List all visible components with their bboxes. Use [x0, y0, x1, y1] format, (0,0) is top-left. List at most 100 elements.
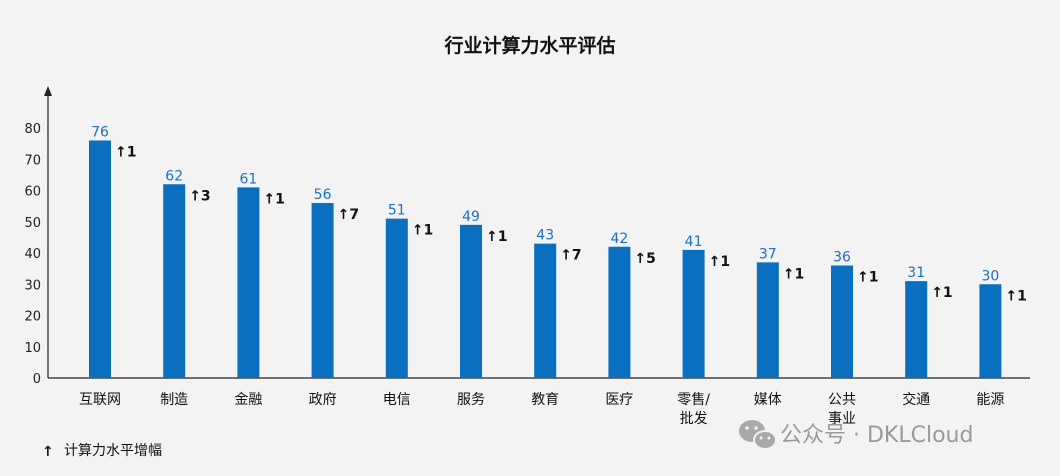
increase-label: ↑1 — [709, 254, 730, 270]
increase-value: 5 — [646, 251, 656, 267]
category-label: 公共 — [828, 392, 856, 408]
bar — [89, 140, 111, 378]
category-label: 能源 — [976, 392, 1004, 408]
increase-arrow-icon: ↑ — [709, 254, 721, 270]
increase-label: ↑7 — [338, 207, 359, 223]
value-label: 56 — [314, 187, 332, 203]
category-label: 政府 — [309, 392, 337, 408]
increase-label: ↑1 — [857, 270, 878, 286]
bar — [385, 218, 408, 378]
increase-labels: ↑1↑3 ↑1↑7↑1 ↑1↑7 ↑5 ↑1↑1 ↑1↑1 ↑1 — [115, 145, 1027, 305]
increase-arrow-icon: ↑ — [931, 285, 943, 301]
value-label: 41 — [685, 234, 703, 250]
bar — [905, 281, 928, 378]
value-label: 37 — [759, 246, 777, 262]
category-label: 零售/ — [677, 392, 710, 408]
bar — [534, 243, 557, 378]
value-label: 62 — [165, 168, 183, 184]
increase-value: 1 — [127, 145, 137, 161]
increase-value: 1 — [275, 191, 285, 207]
increase-arrow-icon: ↑ — [338, 207, 350, 223]
increase-arrow-icon: ↑ — [634, 251, 646, 267]
value-label: 30 — [981, 268, 999, 284]
value-label: 76 — [91, 125, 109, 141]
increase-arrow-icon: ↑ — [412, 223, 424, 239]
increase-value: 1 — [1017, 288, 1027, 304]
value-label: 61 — [239, 171, 257, 187]
value-label: 31 — [907, 265, 925, 281]
increase-arrow-icon: ↑ — [1005, 288, 1017, 304]
bar — [682, 249, 705, 378]
category-label: 互联网 — [79, 392, 121, 408]
increase-value: 7 — [349, 207, 359, 223]
increase-value: 1 — [720, 254, 730, 270]
increase-label: ↑1 — [115, 145, 136, 161]
y-tick-label: 40 — [24, 247, 41, 262]
y-axis-arrow-icon — [44, 86, 52, 96]
y-tick-label: 0 — [33, 372, 41, 387]
bar — [311, 203, 334, 378]
increase-label: ↑1 — [1005, 288, 1026, 304]
increase-value: 1 — [869, 270, 879, 286]
increase-label: ↑1 — [931, 285, 952, 301]
increase-arrow-icon: ↑ — [263, 191, 275, 207]
y-tick-label: 10 — [24, 341, 41, 356]
category-label: 电信 — [383, 392, 411, 408]
wechat-icon — [739, 420, 777, 450]
increase-label: ↑1 — [486, 229, 507, 245]
y-tick-label: 70 — [24, 153, 41, 168]
category-label: 教育 — [531, 392, 559, 408]
chart-title: 行业计算力水平评估 — [443, 34, 615, 57]
y-tick-label: 30 — [24, 278, 41, 293]
increase-value: 3 — [201, 188, 211, 204]
increase-value: 1 — [795, 266, 805, 282]
value-label: 49 — [462, 209, 480, 225]
bar — [979, 284, 1002, 378]
watermark-text: 公众号 · DKLCloud — [780, 423, 973, 448]
category-label: 批发 — [680, 411, 708, 427]
increase-arrow-icon: ↑ — [115, 145, 127, 161]
y-tick-label: 20 — [24, 310, 41, 325]
bar — [460, 224, 482, 378]
increase-value: 1 — [943, 285, 953, 301]
legend-label: 计算力水平增幅 — [64, 443, 162, 459]
category-label: 媒体 — [754, 392, 782, 408]
y-ticks: 0 10 20 30 40 50 60 70 80 — [24, 122, 41, 387]
increase-label: ↑5 — [634, 251, 655, 267]
value-label: 42 — [610, 231, 628, 247]
increase-arrow-icon: ↑ — [486, 229, 498, 245]
legend: ↑ 计算力水平增幅 — [42, 443, 162, 460]
increase-value: 1 — [498, 229, 508, 245]
y-tick-label: 60 — [24, 185, 41, 200]
increase-arrow-icon: ↑ — [857, 270, 869, 286]
category-label: 医疗 — [605, 392, 633, 408]
category-label: 制造 — [160, 392, 188, 408]
increase-arrow-icon: ↑ — [783, 266, 795, 282]
bars — [89, 140, 1002, 378]
increase-value: 1 — [424, 223, 434, 239]
bar — [237, 187, 260, 378]
bar — [831, 265, 853, 378]
watermark: 公众号 · DKLCloud — [739, 420, 973, 450]
bar — [163, 184, 186, 378]
increase-value: 7 — [572, 248, 582, 264]
increase-label: ↑3 — [189, 188, 210, 204]
bar — [756, 262, 779, 378]
increase-arrow-icon: ↑ — [189, 188, 201, 204]
value-label: 43 — [536, 228, 554, 244]
increase-label: ↑1 — [412, 223, 433, 239]
category-label: 事业 — [828, 411, 856, 427]
legend-arrow-icon: ↑ — [42, 444, 54, 460]
increase-arrow-icon: ↑ — [560, 248, 572, 264]
increase-label: ↑7 — [560, 248, 581, 264]
category-label: 金融 — [234, 392, 262, 408]
category-label: 服务 — [457, 392, 485, 408]
y-tick-label: 80 — [24, 122, 41, 137]
bar — [608, 246, 631, 378]
value-label: 36 — [833, 250, 851, 266]
y-tick-label: 50 — [24, 216, 41, 231]
category-label: 交通 — [902, 391, 930, 408]
